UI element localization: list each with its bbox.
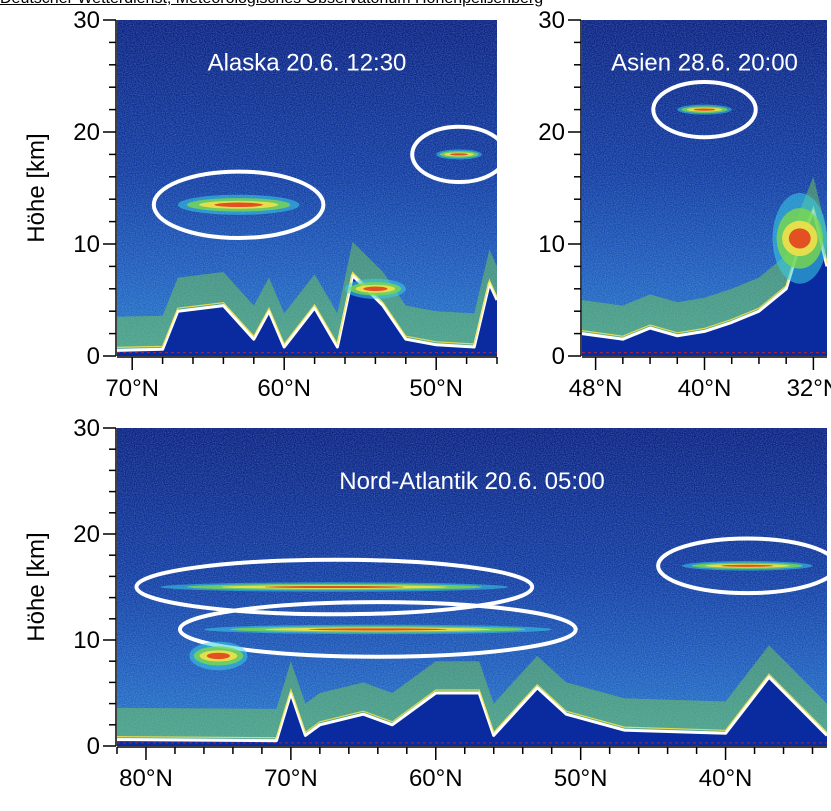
boundary-layer	[117, 241, 497, 351]
cloud-layer-peak	[264, 585, 404, 589]
cloud-layer-peak	[788, 228, 811, 249]
cloud-layer	[160, 582, 509, 592]
cloud-layer	[177, 194, 300, 215]
lidar-panel-2: 0 10 20 30 48°N 40°N 32°N Asien 28.6. 20:00	[538, 7, 831, 402]
cloud-layer-peak	[449, 153, 469, 156]
figure-header: Deutscher Wetterdienst, Meteorologisches…	[0, 0, 831, 8]
x-tick-label: 70°N	[264, 765, 318, 792]
highlight-ellipse	[151, 169, 326, 241]
x-tick-label: 60°N	[409, 765, 463, 792]
x-tick-label: 48°N	[569, 375, 623, 402]
y-tick-label: 10	[73, 231, 100, 258]
y-tick-label: 20	[73, 521, 100, 548]
lidar-panel-1: 0 10 20 30 70°N 60°N 50°N Alaska 20.6. 12:30 Höh…	[23, 7, 508, 402]
highlight-ellipse	[410, 124, 508, 184]
cloud-layer	[677, 104, 732, 115]
cloud-layer	[682, 561, 813, 571]
x-tick-label: 50°N	[554, 765, 608, 792]
highlight-ellipse	[134, 557, 535, 617]
x-tick-label: 80°N	[119, 765, 173, 792]
y-tick-label: 20	[73, 119, 100, 146]
cloud-layer-peak	[363, 286, 388, 292]
cloud-layer	[772, 193, 827, 284]
panel-title: Asien 28.6. 20:00	[611, 49, 798, 76]
y-axis-title: Höhe [km]	[23, 133, 50, 242]
cloud-layer	[345, 278, 406, 299]
y-tick-label: 30	[73, 7, 100, 34]
cloud-layer-peak	[721, 564, 774, 567]
surface-edge	[116, 273, 499, 352]
y-tick-label: 10	[73, 627, 100, 654]
x-tick-label: 70°N	[105, 375, 159, 402]
cloud-layer	[436, 149, 482, 160]
surface-edge-glow	[116, 271, 498, 348]
highlight-ellipse	[656, 536, 831, 596]
cloud-layer-peak	[206, 652, 231, 660]
cloud-layer-peak	[693, 108, 716, 111]
x-tick-label: 60°N	[257, 375, 311, 402]
boundary-layer	[582, 176, 827, 340]
x-tick-label: 40°N	[699, 765, 753, 792]
x-tick-label: 32°N	[787, 375, 831, 402]
surface-edge	[116, 675, 829, 743]
y-tick-label: 20	[538, 119, 565, 146]
cloud-layer-peak	[308, 628, 448, 631]
x-tick-label: 50°N	[409, 375, 463, 402]
y-tick-label: 30	[73, 415, 100, 442]
y-tick-label: 10	[538, 231, 565, 258]
y-tick-label: 0	[87, 733, 100, 760]
panel-title: Alaska 20.6. 12:30	[208, 49, 407, 76]
backscatter-noise	[117, 20, 497, 356]
cloud-layer	[203, 624, 552, 635]
cloud-layer	[189, 641, 248, 671]
surface-edge-glow	[116, 673, 828, 739]
y-tick-label: 30	[538, 7, 565, 34]
highlight-ellipse	[651, 80, 758, 140]
y-axis-title: Höhe [km]	[23, 532, 50, 641]
lidar-panel-3: 0 10 20 30 80°N 70°N 60°N 50°N 40°N Nord-Atlantik…	[23, 415, 831, 792]
y-tick-label: 0	[552, 343, 565, 370]
y-tick-label: 0	[87, 343, 100, 370]
panel-title: Nord-Atlantik 20.6. 05:00	[339, 468, 605, 495]
cloud-layer-peak	[214, 202, 263, 208]
x-tick-label: 40°N	[678, 375, 732, 402]
surface-region	[582, 210, 827, 356]
surface-region	[117, 677, 827, 746]
highlight-ellipse	[177, 600, 578, 659]
